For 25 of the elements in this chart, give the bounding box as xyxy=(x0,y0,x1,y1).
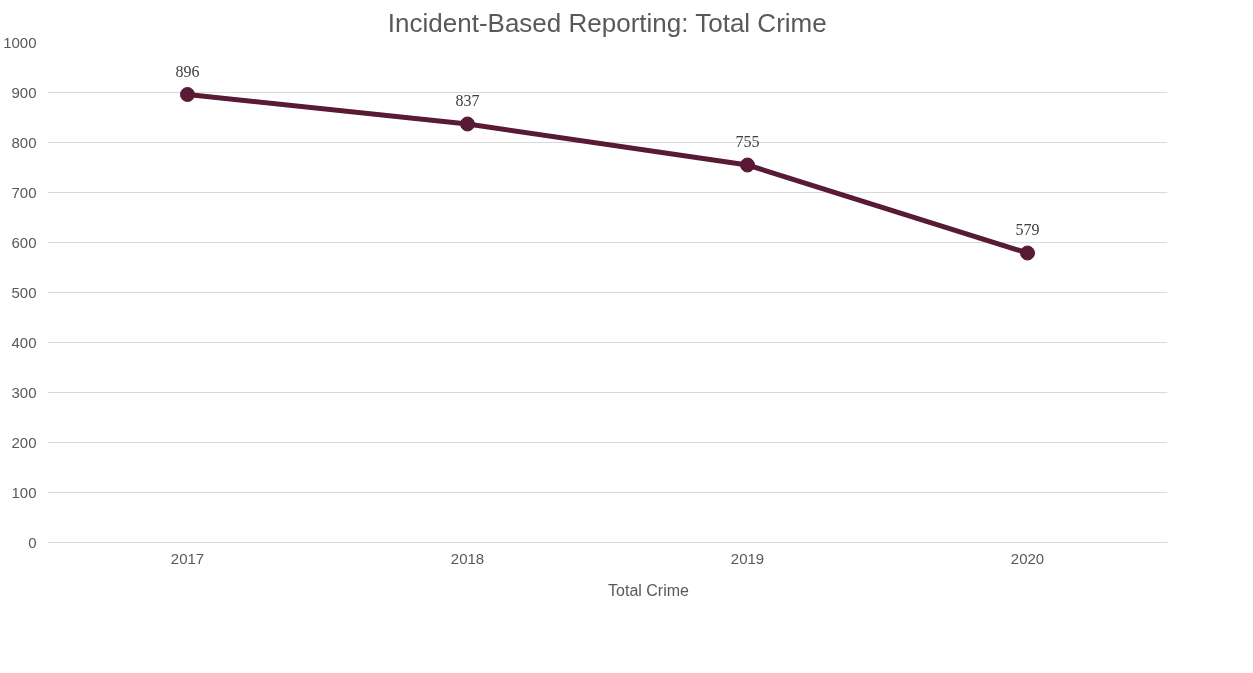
y-tick-label: 600 xyxy=(11,233,37,251)
text: Total Crime xyxy=(608,582,689,600)
x-tick-label: 2018 xyxy=(450,549,485,567)
y-tick-label: 1000 xyxy=(3,33,37,51)
point xyxy=(460,116,475,132)
data-label: 755 xyxy=(735,133,760,150)
y-tick-label: 200 xyxy=(11,433,37,451)
y-tick-label: 100 xyxy=(11,483,37,501)
point xyxy=(1020,245,1035,261)
y-tick-label: 900 xyxy=(11,83,37,101)
y-tick-label: 700 xyxy=(11,183,37,201)
data-label: 896 xyxy=(175,62,200,80)
data-label: 579 xyxy=(1015,221,1040,238)
x-tick-label: 2017 xyxy=(170,549,205,567)
data-label: 837 xyxy=(455,92,480,109)
point xyxy=(740,157,755,173)
point xyxy=(180,87,195,102)
y-tick-label: 500 xyxy=(11,283,37,301)
y-tick-label: 0 xyxy=(28,533,37,551)
y-tick-label: 800 xyxy=(11,133,37,151)
x-tick-label: 2019 xyxy=(730,549,765,567)
y-tick-label: 300 xyxy=(11,383,37,401)
y-tick-label: 400 xyxy=(11,333,37,351)
x-tick-label: 2020 xyxy=(1010,549,1045,567)
chart-title: Incident-Based Reporting: Total Crime xyxy=(387,7,827,38)
